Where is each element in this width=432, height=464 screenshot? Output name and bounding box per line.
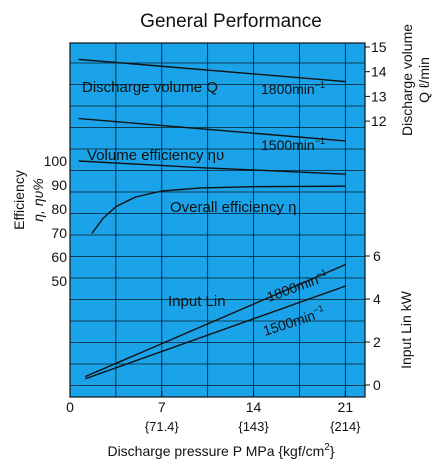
left-tick-label: 50 xyxy=(51,273,67,289)
input-lin-label: Input Lin xyxy=(168,293,226,310)
x-tick-label: 21 xyxy=(338,399,354,415)
rpm-1500-top-text: 1500min xyxy=(261,137,315,153)
series-line-2 xyxy=(78,117,346,142)
right-bottom-tick-label: 4 xyxy=(373,291,381,307)
chart-title: General Performance xyxy=(140,11,322,32)
rpm-sup: −1 xyxy=(315,136,325,146)
series-layer xyxy=(78,58,346,380)
right-top-tick-label: 13 xyxy=(371,88,387,104)
series-line-5 xyxy=(85,263,346,378)
grid-lines xyxy=(70,43,365,397)
rpm-1800-top-text: 1800min xyxy=(261,81,315,97)
rpm-1500-top-label: 1500min−1 xyxy=(261,136,325,153)
left-tick-label: 80 xyxy=(51,201,67,217)
volume-efficiency-label: Volume efficiency ηυ xyxy=(87,147,224,164)
plot-frame xyxy=(69,42,366,398)
x-tick-sublabel: {214} xyxy=(330,419,361,434)
right-bottom-tick-label: 0 xyxy=(373,377,381,393)
left-axis-ticks: 100 90 80 70 60 50 xyxy=(44,153,68,289)
rpm-1800-top-label: 1800min−1 xyxy=(261,80,325,97)
right-axis-top-label-line1: Discharge volume xyxy=(399,24,415,136)
left-axis-label-line1: Efficiency xyxy=(11,170,27,230)
plot-background xyxy=(70,43,365,397)
overall-efficiency-label: Overall efficiency η xyxy=(170,199,296,216)
x-axis-label: Discharge pressure P MPa {kgf/cm2} xyxy=(107,442,334,459)
right-bottom-tick-label: 2 xyxy=(373,334,381,350)
x-axis-label-sup: 2 xyxy=(324,442,330,453)
left-axis-label-line2: η, ηυ% xyxy=(30,178,46,221)
rpm-sup: −1 xyxy=(315,267,328,280)
x-tick-sublabel: {71.4} xyxy=(145,419,180,434)
series-line-1 xyxy=(78,58,346,83)
x-axis-label-main: Discharge pressure P MPa {kgf/cm xyxy=(107,443,324,459)
series-line-4 xyxy=(91,185,346,234)
left-tick-label: 100 xyxy=(44,153,68,169)
discharge-volume-label: Discharge volume Q xyxy=(82,79,218,96)
right-bottom-tick-label: 6 xyxy=(373,248,381,264)
right-top-tick-label: 12 xyxy=(371,113,387,129)
x-tick-label: 7 xyxy=(158,399,166,415)
rpm-sup: −1 xyxy=(315,80,325,90)
x-tick-sublabel: {143} xyxy=(238,419,269,434)
right-axis-ticks: 15 14 13 12 6 4 2 0 xyxy=(365,39,387,393)
x-axis-label-end: } xyxy=(330,443,335,459)
series-line-6 xyxy=(85,285,346,380)
left-tick-label: 60 xyxy=(51,249,67,265)
right-top-tick-label: 14 xyxy=(371,64,387,80)
rpm-sup: −1 xyxy=(312,303,325,316)
left-tick-label: 70 xyxy=(51,225,67,241)
series-line-3 xyxy=(78,160,346,175)
right-top-tick-label: 15 xyxy=(371,39,387,55)
x-tick-label: 14 xyxy=(246,399,262,415)
x-axis-ticks: 0 7 14 21 {71.4} {143} {214} xyxy=(66,391,361,434)
right-axis-bottom-label: Input Lin kW xyxy=(398,290,414,369)
x-tick-label: 0 xyxy=(66,399,74,415)
right-axis-top-label-line2: Q ℓ/min xyxy=(416,57,432,103)
left-tick-label: 90 xyxy=(51,177,67,193)
